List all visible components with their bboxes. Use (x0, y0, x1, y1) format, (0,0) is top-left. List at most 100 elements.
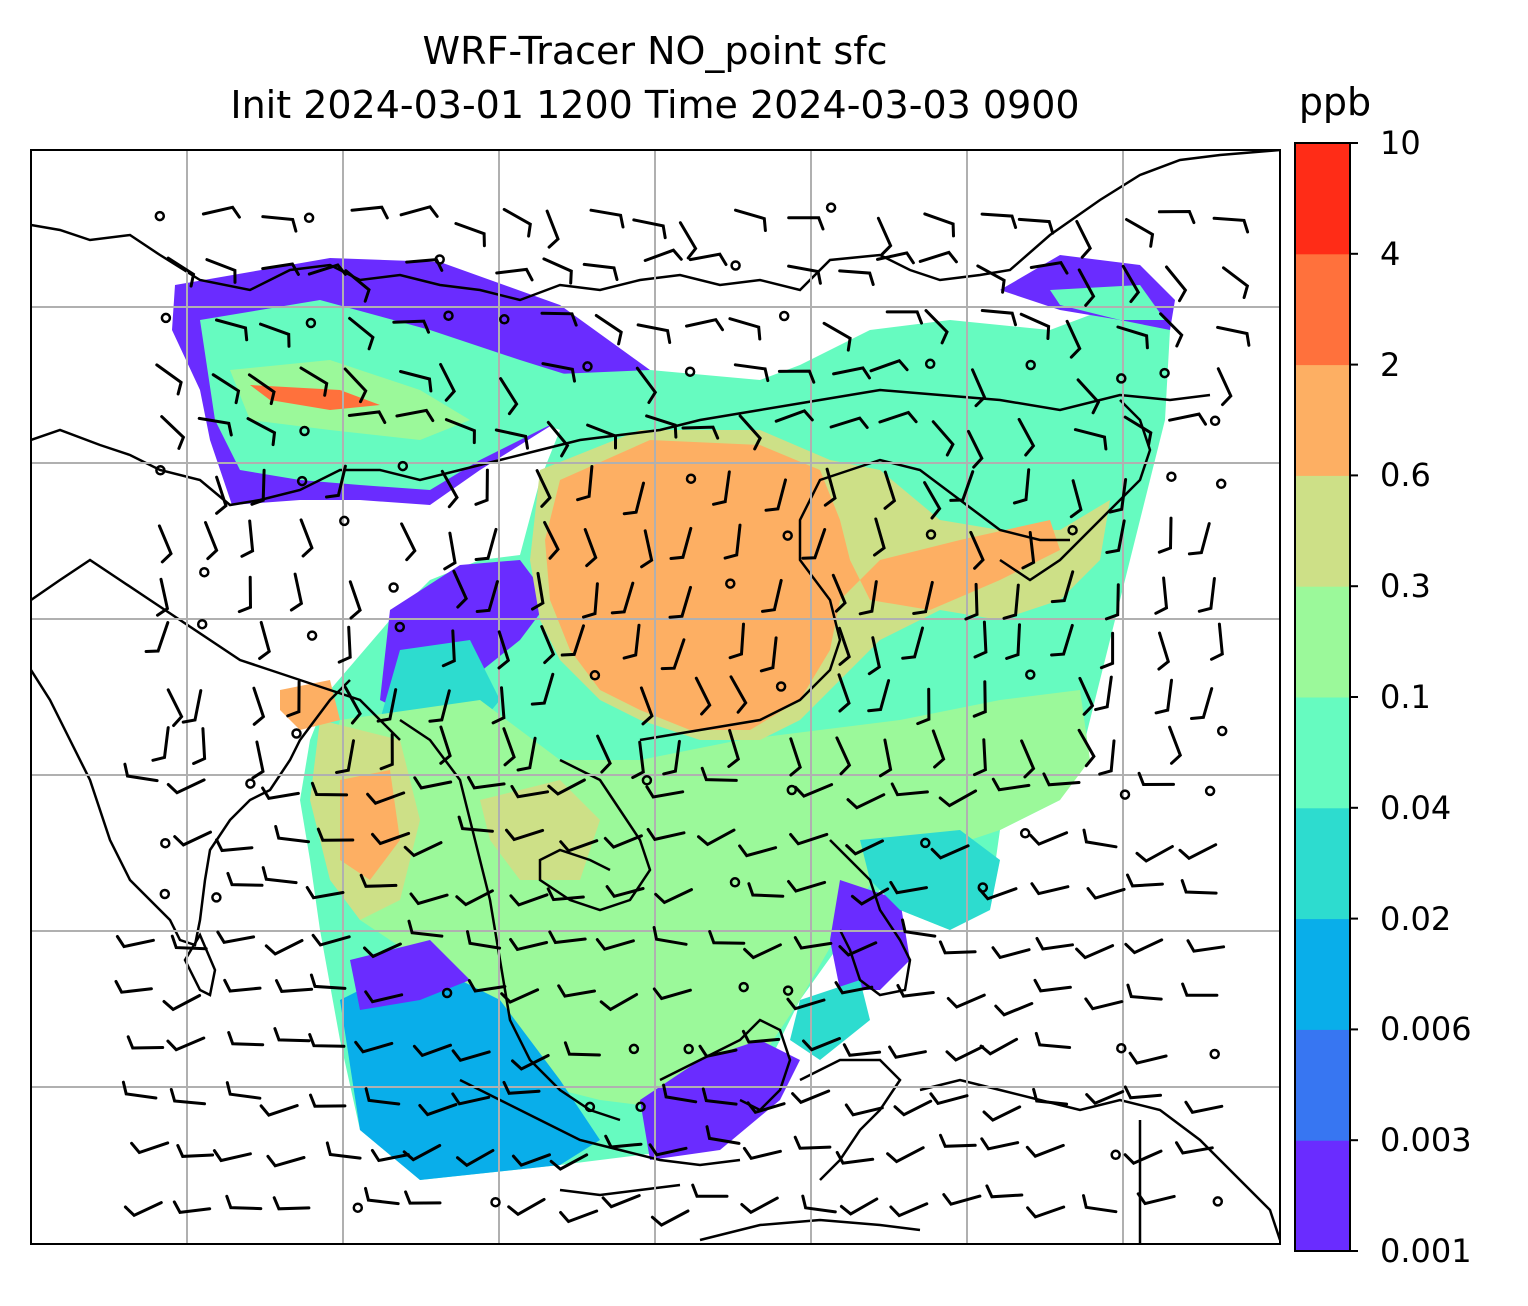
calm-wind-marker (782, 985, 794, 996)
wind-barb (1034, 1031, 1072, 1049)
wind-barb (994, 1002, 1034, 1017)
wind-barb (980, 309, 1017, 327)
wind-barb (452, 569, 468, 609)
calm-wind-marker (388, 582, 399, 593)
wind-barb (363, 942, 402, 959)
wind-barb (1197, 577, 1216, 613)
wind-barb (978, 887, 1018, 901)
wind-barb (402, 1144, 442, 1162)
wind-barb (636, 323, 672, 344)
wind-barb (215, 838, 254, 853)
wind-barb (789, 737, 802, 777)
wind-barb (1157, 516, 1173, 554)
calm-wind-marker (924, 358, 936, 370)
wind-barb (286, 680, 301, 718)
wind-barb (310, 781, 349, 797)
wind-barb (889, 1202, 929, 1218)
wind-barb (918, 250, 958, 264)
wind-barb (1086, 887, 1126, 900)
wind-barb (225, 1194, 263, 1211)
wind-barb (793, 936, 833, 950)
calm-wind-marker (1209, 415, 1221, 427)
colorbar-tick-label: 0.006 (1380, 1010, 1472, 1049)
calm-wind-marker (920, 837, 931, 849)
calm-wind-marker (155, 465, 166, 476)
wind-barb (162, 994, 202, 1012)
wind-barb (1184, 1100, 1224, 1114)
wind-barb (192, 727, 207, 765)
wind-barb (392, 319, 430, 334)
wind-barb (546, 887, 585, 902)
calm-wind-marker (159, 888, 171, 900)
wind-barb (502, 727, 516, 767)
wind-barb (170, 934, 208, 951)
wind-barb (371, 831, 411, 846)
wind-barb (1017, 217, 1055, 235)
wind-barb (1121, 264, 1141, 304)
wind-barb (652, 987, 692, 1001)
calm-wind-marker (825, 202, 837, 213)
calm-wind-marker (582, 361, 593, 372)
wind-barb (979, 1037, 1019, 1056)
wind-barb (237, 575, 253, 614)
wind-barb (801, 1194, 837, 1214)
wind-barb (266, 1154, 306, 1168)
wind-barb (495, 267, 534, 282)
wind-barb (560, 624, 585, 657)
calm-wind-marker (589, 670, 601, 681)
wind-barb (354, 1040, 394, 1054)
wind-barb (883, 470, 897, 510)
calm-wind-marker (160, 837, 171, 849)
wind-barb (1216, 325, 1251, 347)
wind-barb (973, 620, 988, 659)
wind-barb (502, 207, 532, 238)
wind-barb (559, 839, 599, 853)
wind-barb (786, 997, 826, 1011)
wind-barb (893, 1099, 933, 1117)
wind-barb (440, 469, 459, 509)
wind-barb (130, 1141, 170, 1155)
wind-barb (259, 322, 291, 348)
colorbar-tick-label: 0.1 (1380, 678, 1431, 716)
wind-barb (660, 638, 686, 671)
wind-barb (289, 572, 304, 612)
wind-barb (204, 521, 219, 561)
wind-barb (1105, 519, 1126, 554)
wind-barb (299, 366, 329, 397)
wind-barb (337, 625, 352, 664)
calm-wind-marker (584, 1101, 596, 1113)
gridlines (31, 150, 1280, 1244)
wind-barb (173, 830, 212, 847)
wind-barb (650, 1209, 690, 1227)
calm-wind-marker (1159, 367, 1170, 379)
wind-barb (407, 919, 444, 938)
wind-barb (901, 626, 924, 660)
calm-wind-marker (299, 425, 310, 437)
wind-barb (181, 689, 203, 724)
wind-barb (685, 318, 724, 332)
colorbar-tick-label: 0.3 (1380, 567, 1431, 606)
wind-barb (1029, 261, 1069, 275)
wind-barb (441, 629, 456, 668)
wind-barb (166, 688, 184, 727)
wind-barb (211, 373, 241, 405)
wind-barb (604, 1134, 643, 1149)
wind-barb (274, 825, 310, 844)
wind-barb (1035, 937, 1074, 951)
wind-barb (259, 1104, 299, 1117)
wind-barb (708, 930, 746, 945)
wind-barb (347, 410, 387, 424)
wind-barb (359, 873, 398, 888)
colorbar-tick-label: 0.003 (1380, 1121, 1472, 1160)
wind-barb (662, 739, 681, 776)
wind-barb (605, 885, 645, 899)
wind-barb (530, 672, 555, 706)
wind-barb (1020, 739, 1036, 779)
wind-barb (1126, 873, 1164, 888)
wind-barb (456, 1149, 495, 1168)
wind-barb (691, 1183, 729, 1198)
wind-barb (261, 786, 300, 800)
wind-barb (540, 625, 556, 665)
calm-wind-marker (730, 260, 741, 271)
calm-wind-marker (296, 475, 308, 487)
